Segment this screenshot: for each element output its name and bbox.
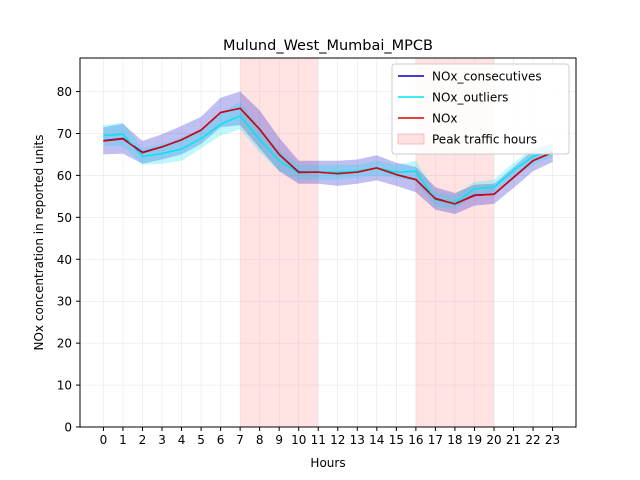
y-axis-label: NOx concentration in reported units <box>32 135 46 351</box>
legend-label-0: NOx_consecutives <box>432 70 542 84</box>
y-tick-label-50: 50 <box>57 211 72 225</box>
x-tick-label-7: 7 <box>236 433 244 447</box>
y-tick-label-20: 20 <box>57 337 72 351</box>
x-axis-label: Hours <box>310 456 345 470</box>
y-tick-label-60: 60 <box>57 169 72 183</box>
chart-title: Mulund_West_Mumbai_MPCB <box>223 38 433 54</box>
legend-label-3: Peak traffic hours <box>432 133 537 147</box>
y-ticks: 0 10 20 30 40 50 60 70 80 <box>57 85 80 435</box>
x-tick-label-1: 1 <box>119 433 127 447</box>
legend-swatch-3 <box>397 133 425 145</box>
x-ticks: 0 1 2 3 4 5 6 7 8 9 10 11 12 13 14 15 16 17 18 19 20 21 22 23 <box>100 427 560 447</box>
x-tick-label-6: 6 <box>217 433 225 447</box>
legend-label-1: NOx_outliers <box>432 91 508 105</box>
x-tick-label-14: 14 <box>369 433 384 447</box>
y-tick-label-30: 30 <box>57 295 72 309</box>
x-tick-label-20: 20 <box>486 433 501 447</box>
x-tick-label-21: 21 <box>506 433 521 447</box>
x-tick-label-16: 16 <box>408 433 423 447</box>
y-tick-label-70: 70 <box>57 127 72 141</box>
x-tick-label-23: 23 <box>545 433 560 447</box>
x-tick-label-12: 12 <box>330 433 345 447</box>
x-tick-label-2: 2 <box>139 433 147 447</box>
x-tick-label-13: 13 <box>350 433 365 447</box>
series-lines <box>103 107 553 205</box>
band-NOx_consecutives <box>103 91 553 214</box>
x-tick-label-9: 9 <box>275 433 283 447</box>
x-tick-label-0: 0 <box>100 433 108 447</box>
x-tick-label-4: 4 <box>178 433 186 447</box>
x-tick-label-18: 18 <box>447 433 462 447</box>
peak-traffic-region-0 <box>240 58 319 427</box>
plot-frame <box>79 57 577 428</box>
y-tick-label-10: 10 <box>57 379 72 393</box>
x-tick-label-10: 10 <box>291 433 306 447</box>
y-tick-label-0: 0 <box>64 421 72 435</box>
series-line-NOx_outliers <box>103 115 553 204</box>
x-tick-label-5: 5 <box>197 433 205 447</box>
x-tick-label-15: 15 <box>389 433 404 447</box>
y-tick-label-80: 80 <box>57 85 72 99</box>
series-line-NOx <box>103 107 553 205</box>
legend: NOx_consecutives NOx_outliers NOx Peak traf… <box>391 63 570 155</box>
legend-label-2: NOx <box>432 112 458 126</box>
x-tick-label-22: 22 <box>525 433 540 447</box>
y-tick-label-40: 40 <box>57 253 72 267</box>
x-tick-label-8: 8 <box>256 433 264 447</box>
x-tick-label-19: 19 <box>467 433 482 447</box>
legend-box <box>391 63 570 155</box>
x-tick-label-17: 17 <box>428 433 443 447</box>
x-tick-label-11: 11 <box>311 433 326 447</box>
x-tick-label-3: 3 <box>158 433 166 447</box>
